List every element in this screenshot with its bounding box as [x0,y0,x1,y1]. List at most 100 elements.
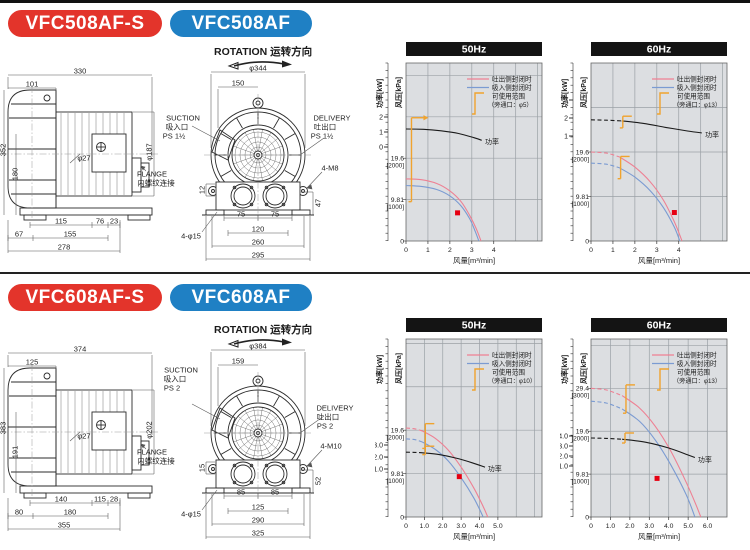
svg-text:0: 0 [585,514,589,521]
dim-label: 吐出口 [316,412,340,422]
svg-text:可使用范围: 可使用范围 [677,92,710,101]
dim-label: 80 [14,507,24,517]
svg-text:[1000]: [1000] [571,479,589,486]
svg-text:[2000]: [2000] [386,435,404,442]
svg-text:吐出侧封闭时: 吐出侧封闭时 [677,75,717,84]
svg-text:功率[kW]: 功率[kW] [375,79,384,108]
dim-label: 内螺纹连接 [137,178,175,188]
rotation-label: ROTATION 运转方向 [214,46,313,58]
svg-text:4.0: 4.0 [560,433,568,440]
dim-label: PS 2 [316,421,334,431]
svg-text:9.81: 9.81 [391,197,404,204]
dim-label: 47 [313,198,323,208]
svg-text:风量[m³/min]: 风量[m³/min] [638,256,680,265]
rated-point-marker [654,475,660,481]
dim-label: 85 [270,487,280,497]
svg-text:功率: 功率 [488,464,502,473]
section-vfc608: VFC608AF-S VFC608AF ROTATION 运转方向 [0,276,750,550]
svg-text:19.6: 19.6 [391,156,404,163]
svg-text:功率[kW]: 功率[kW] [375,355,384,384]
side-view-svg [2,74,158,253]
svg-text:风量[m³/min]: 风量[m³/min] [638,532,680,541]
dim-label: 150 [231,78,245,88]
section-divider [0,272,750,274]
dim-label: φ187 [144,143,154,161]
svg-text:功率[kW]: 功率[kW] [560,355,569,384]
dim-label: 76 [95,216,105,226]
svg-text:[1000]: [1000] [386,204,404,211]
svg-text:可使用范围: 可使用范围 [492,92,525,101]
dim-label: FLANGE [136,447,168,457]
svg-text:2.0: 2.0 [560,453,568,460]
svg-text:功率: 功率 [698,455,712,464]
svg-text:吸入侧封闭时: 吸入侧封闭时 [492,83,532,92]
dim-label: 67 [14,229,24,239]
dim-label: SUCTION [166,113,200,123]
svg-text:1.0: 1.0 [560,463,568,470]
dim-label: 28 [109,494,119,504]
dim-label: 352 [0,143,8,157]
side-view-drawing: 374 125 383 191 φ27 φ202 FLANGE 内螺纹连接 140 115 28 80… [0,338,195,536]
svg-text:功率: 功率 [705,130,719,139]
dim-label: PS 1½ [310,131,334,141]
dim-label: 180 [63,507,77,517]
rotation-arrow-icon [227,60,292,70]
dim-label: 155 [63,229,77,239]
svg-text:吸入侧封闭时: 吸入侧封闭时 [677,83,717,92]
dim-label: 4-M8 [321,163,339,173]
svg-text:60Hz: 60Hz [647,320,672,332]
dim-label: 330 [73,66,87,76]
dim-label: PS 1½ [162,131,186,141]
model-badge-vfc608af-s: VFC608AF-S [8,284,162,311]
svg-text:风压[kPa]: 风压[kPa] [394,77,403,108]
svg-text:风压[kPa]: 风压[kPa] [579,353,588,384]
dim-label: 内螺纹连接 [137,456,175,466]
svg-text:0: 0 [404,523,408,530]
chart-svg: 60Hz 4.0 3.0 2.0 1.0 29.4[3000] 19.6[2000] 9.81… [560,318,728,541]
front-view-drawing: φ384 159 SUCTION 吸入口 PS 2 DELIVERY 吐出口 PS 2 4-M1… [160,338,355,544]
svg-text:2: 2 [633,247,637,254]
dim-label: φ384 [249,341,267,351]
dim-label: φ27 [77,431,91,441]
svg-text:1.0: 1.0 [375,466,383,473]
dim-label: 4-φ15 [181,231,201,241]
top-border [0,0,750,3]
dim-label: 383 [0,421,8,435]
svg-text:风压[kPa]: 风压[kPa] [579,77,588,108]
svg-text:0: 0 [400,238,404,245]
dim-label: 吸入口 [165,122,189,132]
chart-vfc508-50hz: 50Hz 2 1 0 19.6 [2000] 9.81 [1000] 0 0 1 2 3 4 风量[m³/m… [375,40,557,270]
svg-text:9.81: 9.81 [576,194,589,201]
dim-label: 325 [251,528,265,538]
svg-text:1: 1 [611,247,615,254]
dim-label: DELIVERY [313,113,351,123]
svg-text:50Hz: 50Hz [462,44,487,56]
dim-label: 75 [236,209,246,219]
dim-label: 12 [197,185,207,195]
svg-text:1: 1 [426,247,430,254]
dim-label: 159 [231,356,245,366]
svg-text:功率[kW]: 功率[kW] [560,79,569,108]
chart-vfc508-60hz: 60Hz 3 2 1 19.6 [2000] 9.81 [1000] 0 0 1 2 3 4 风量[m³/m… [560,40,742,270]
front-view-drawing: φ344 150 SUCTION 吸入口 PS 1½ DELIVERY 吐出口 PS 1½ 4-… [160,60,355,266]
svg-text:（旁通口：φ13）: （旁通口：φ13） [673,101,721,109]
dim-label: 吸入口 [163,374,187,384]
svg-text:0: 0 [585,238,589,245]
svg-text:[2000]: [2000] [571,156,589,163]
svg-text:4.0: 4.0 [664,523,674,530]
svg-text:4.0: 4.0 [475,523,485,530]
svg-text:1.0: 1.0 [606,523,616,530]
dim-label: 15 [197,463,207,473]
section-vfc508: VFC508AF-S VFC508AF ROTATION 运转方向 [0,2,750,272]
side-view-drawing: 330 101 352 180 φ27 φ187 FLANGE 内螺纹连接 115 76 23 67 1… [0,60,195,258]
svg-text:19.6: 19.6 [576,429,589,436]
svg-text:3: 3 [655,247,659,254]
svg-text:4: 4 [677,247,681,254]
dim-label: 191 [10,445,20,459]
svg-text:6.0: 6.0 [703,523,713,530]
rotation-arrow-icon [227,338,292,348]
svg-text:（旁通口：φ13）: （旁通口：φ13） [673,377,721,385]
model-badge-vfc508af: VFC508AF [170,10,312,37]
dim-label: 115 [94,494,106,504]
svg-text:风压[kPa]: 风压[kPa] [394,353,403,384]
